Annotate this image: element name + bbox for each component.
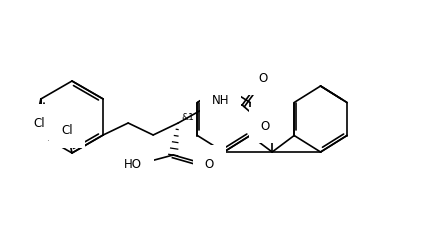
Text: &1: &1: [181, 113, 194, 121]
Text: O: O: [259, 71, 268, 84]
Text: HO: HO: [124, 157, 142, 170]
Text: Cl: Cl: [61, 124, 73, 137]
Text: O: O: [204, 157, 214, 170]
Text: Cl: Cl: [33, 116, 45, 129]
Text: NH: NH: [212, 93, 229, 106]
Text: O: O: [261, 119, 270, 132]
